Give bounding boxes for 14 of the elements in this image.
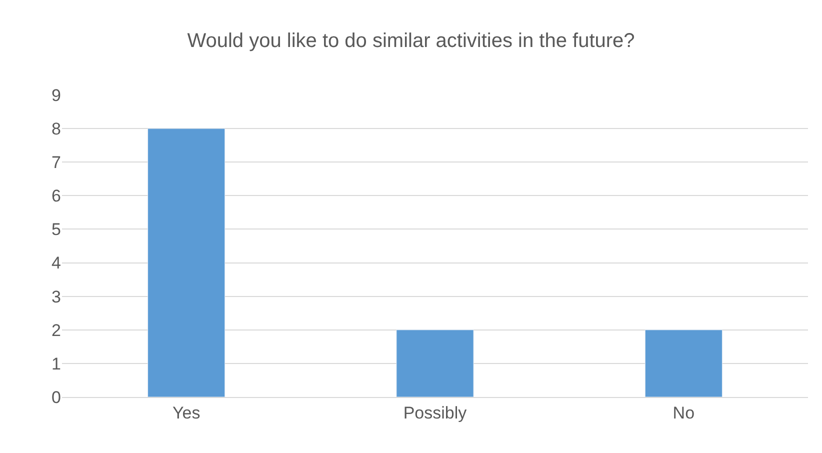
y-tick-label: 8 [52,120,61,139]
x-tick-label: Yes [172,403,200,422]
y-tick-label: 2 [52,320,61,340]
y-tick-label: 4 [52,254,61,273]
y-tick-label: 3 [52,287,61,306]
chart-title: Would you like to do similar activities in the future? [187,30,635,52]
y-tick-label: 1 [52,354,61,374]
y-tick-label: 7 [52,153,61,172]
y-tick-label: 0 [52,388,61,407]
y-tick-label: 5 [52,220,61,240]
x-tick-label: No [672,403,695,422]
y-tick-label: 6 [52,186,61,206]
x-tick-label: Possibly [403,403,468,422]
y-tick-label: 9 [52,86,61,105]
